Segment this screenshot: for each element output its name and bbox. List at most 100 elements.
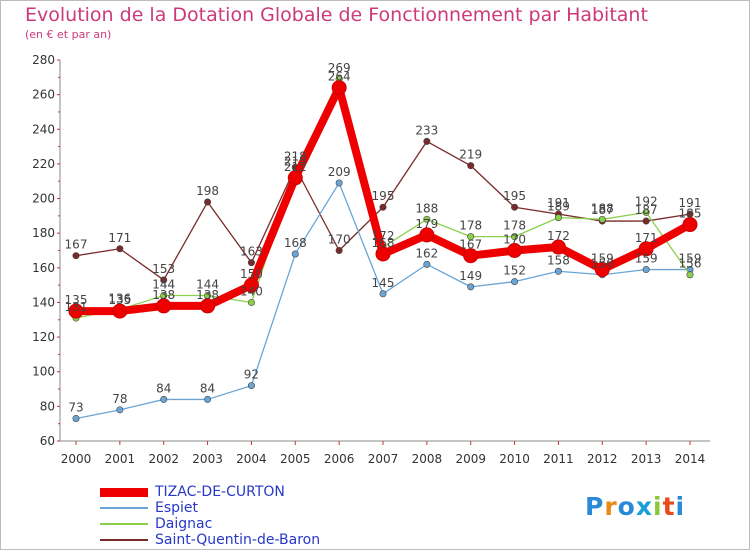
data-point	[550, 239, 566, 255]
data-label: 215	[284, 155, 307, 169]
data-label: 149	[459, 269, 482, 283]
legend-label: Saint-Quentin-de-Baron	[155, 532, 321, 548]
data-label: 218	[284, 149, 307, 163]
logo-letter: i	[653, 492, 663, 521]
data-point	[686, 271, 694, 279]
data-label: 167	[65, 238, 88, 252]
data-label: 167	[459, 238, 482, 252]
logo-letter: x	[635, 492, 653, 521]
y-tick-label: 220	[32, 157, 55, 171]
data-label: 156	[591, 257, 614, 271]
y-tick-label: 180	[32, 226, 55, 240]
proxiti-logo: Proxiti	[585, 492, 685, 521]
data-label: 195	[503, 189, 526, 203]
legend-swatch	[100, 539, 148, 541]
data-label: 152	[503, 264, 526, 278]
data-label: 187	[591, 203, 614, 217]
series-tizac-de-curton	[68, 80, 698, 319]
data-label: 233	[415, 123, 438, 137]
x-tick-label: 2014	[675, 452, 706, 466]
data-label: 191	[679, 196, 702, 210]
legend-item: Espiet	[100, 500, 380, 516]
data-point	[423, 215, 431, 223]
data-label: 171	[108, 231, 131, 245]
data-point	[511, 278, 519, 286]
x-tick-label: 2000	[61, 452, 92, 466]
data-point	[156, 298, 172, 314]
data-label: 78	[112, 392, 127, 406]
axes: 60 80 100 120 140 160 180 200 220 240 260 280 2000 20…	[32, 53, 710, 466]
logo-letter: i	[675, 492, 686, 521]
data-label: 179	[415, 217, 438, 231]
data-point	[68, 303, 84, 319]
data-label: 195	[372, 189, 395, 203]
data-point	[331, 80, 347, 96]
data-label: 168	[284, 236, 307, 250]
data-point	[116, 406, 124, 414]
data-point	[375, 246, 391, 262]
data-label: 168	[372, 236, 395, 250]
data-point	[247, 298, 255, 306]
data-label: 188	[591, 201, 614, 215]
data-label: 144	[196, 278, 219, 292]
data-point	[335, 247, 343, 255]
legend-label: Daignac	[155, 516, 213, 532]
data-label: 158	[547, 253, 570, 267]
data-label: 84	[200, 381, 215, 395]
data-label: 212	[284, 160, 307, 174]
data-point	[423, 260, 431, 268]
data-point	[160, 395, 168, 403]
data-label: 84	[156, 381, 171, 395]
y-tick-label: 280	[32, 53, 55, 67]
data-point	[682, 217, 698, 233]
data-label: 159	[591, 252, 614, 266]
data-point	[638, 241, 654, 257]
y-tick-label: 100	[32, 365, 55, 379]
data-point	[419, 227, 435, 243]
data-point	[116, 245, 124, 253]
data-point	[379, 203, 387, 211]
data-point	[160, 276, 168, 284]
data-label: 187	[635, 203, 658, 217]
logo-letter: t	[662, 492, 676, 521]
data-label: 138	[152, 288, 175, 302]
data-point	[554, 267, 562, 275]
logo-letter: o	[617, 492, 636, 521]
data-label: 188	[415, 201, 438, 215]
x-tick-label: 2002	[148, 452, 179, 466]
legend-item: Saint-Quentin-de-Baron	[100, 532, 380, 548]
legend-item: TIZAC-DE-CURTON	[100, 484, 380, 500]
data-label: 140	[240, 284, 263, 298]
data-point	[467, 162, 475, 170]
data-point	[247, 259, 255, 267]
data-point	[72, 252, 80, 260]
data-label: 198	[196, 184, 219, 198]
data-label: 150	[240, 267, 263, 281]
data-label: 163	[240, 245, 263, 259]
data-label: 191	[547, 196, 570, 210]
data-point	[204, 395, 212, 403]
data-point	[594, 262, 610, 278]
data-point	[507, 243, 523, 258]
data-label: 170	[503, 233, 526, 247]
data-point	[287, 170, 303, 186]
x-tick-label: 2007	[368, 452, 399, 466]
legend-label: TIZAC-DE-CURTON	[155, 484, 285, 500]
data-label: 136	[108, 291, 131, 305]
data-point	[642, 217, 650, 225]
data-point	[112, 303, 128, 319]
x-tick-label: 2012	[587, 452, 618, 466]
y-tick-label: 60	[40, 434, 55, 448]
data-label: 73	[68, 400, 83, 414]
data-label: 178	[503, 219, 526, 233]
data-label: 269	[328, 61, 351, 75]
x-tick-label: 2008	[412, 452, 443, 466]
data-label: 219	[459, 148, 482, 162]
x-tick-label: 2009	[455, 452, 486, 466]
logo-letter: P	[585, 492, 605, 521]
data-label: 156	[679, 257, 702, 271]
data-point	[243, 277, 259, 293]
data-label: 138	[196, 288, 219, 302]
x-tick-label: 2013	[631, 452, 662, 466]
legend-item: Daignac	[100, 516, 380, 532]
